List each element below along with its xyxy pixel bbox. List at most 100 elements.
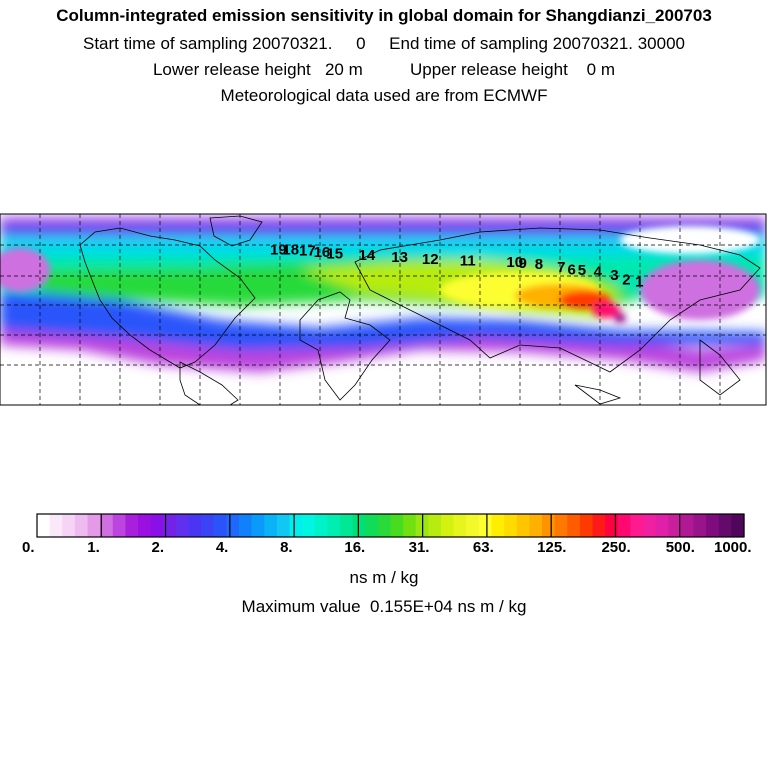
colorbar-cell [579, 514, 594, 537]
colorbar-cell [643, 514, 657, 537]
trajectory-label: 17 [299, 242, 316, 259]
colorbar-cell [668, 514, 682, 537]
colorbar-cell [37, 514, 51, 537]
colorbar-cell [150, 514, 164, 537]
colorbar-cell [554, 514, 568, 537]
colorbar-cell [706, 514, 720, 537]
colorbar-cell [680, 514, 695, 537]
colorbar-cell [276, 514, 291, 537]
colorbar-cell [630, 514, 644, 537]
coastlines [79, 215, 761, 405]
trajectory-label: 11 [460, 253, 476, 270]
map-frame [0, 213, 767, 406]
colorbar-cell [264, 514, 278, 537]
trajectory-label: 15 [326, 245, 343, 262]
colorbar-cell [504, 514, 518, 537]
colorbar-cell [403, 514, 417, 537]
colorbar-tick-label: 1. [87, 539, 100, 556]
colorbar-unit-label: ns m / kg [349, 568, 419, 587]
colorbar-tick-label: 0. [22, 539, 35, 556]
colorbar-cell [239, 514, 253, 537]
trajectory-label: 19 [270, 242, 287, 259]
trajectory-label: 14 [359, 247, 376, 264]
colorbar-cell [251, 514, 265, 537]
colorbar-cell [87, 514, 101, 537]
colorbar-frame [36, 513, 745, 538]
trajectory-label: 1 [635, 274, 643, 291]
colorbar-cell [213, 514, 227, 537]
colorbar-cell [655, 514, 669, 537]
trajectory-label: 12 [422, 251, 439, 268]
colorbar-tick-label: 250. [601, 539, 631, 556]
maximum-value-label: Maximum value 0.155E+04 ns m / kg [241, 597, 527, 616]
colorbar-tick-label: 500. [665, 539, 695, 556]
colorbar-cell [466, 514, 480, 537]
colorbar-cell [428, 514, 442, 537]
colorbar-cell [617, 514, 631, 537]
colorbar-cell [453, 514, 467, 537]
trajectory-label: 18 [282, 242, 299, 259]
colorbar-cell [529, 514, 543, 537]
colorbar-cell [226, 514, 240, 537]
colorbar-cell [100, 514, 114, 537]
trajectory-label: 9 [519, 255, 527, 272]
colorbar-cell [188, 514, 202, 537]
trajectory-label: 5 [578, 262, 586, 279]
colorbar-cell [491, 514, 505, 537]
colorbar-cell [441, 514, 455, 537]
colorbar-tick-label: 125. [537, 539, 567, 556]
colorbar-cell [365, 514, 379, 537]
chart-title: Column-integrated emission sensitivity i… [56, 6, 712, 25]
colorbar-cell [567, 514, 581, 537]
trajectory-label: 7 [557, 259, 565, 276]
colorbar-cell [201, 514, 215, 537]
trajectory-label: 13 [391, 249, 408, 266]
colorbar-cell [62, 514, 76, 537]
colorbar-cell [175, 514, 190, 537]
colorbar-cell [542, 514, 556, 537]
trajectory-label: 6 [568, 262, 576, 279]
colorbar-cell [352, 514, 366, 537]
colorbar-cell [693, 514, 707, 537]
colorbar-cell [390, 514, 404, 537]
colorbar-tick-label: 63. [472, 539, 494, 556]
trajectory-label: 2 [622, 271, 630, 288]
colorbar-tick-label: 2. [151, 539, 165, 556]
colorbar-cell [163, 514, 177, 537]
release-height-line: Lower release height 20 m Upper release … [152, 60, 616, 79]
trajectory-label: 3 [610, 267, 618, 284]
trajectory-label: 10 [506, 254, 523, 271]
colorbar-tick-label: 4. [215, 539, 229, 556]
colorbar-cell [112, 514, 126, 537]
trajectory-label: 16 [314, 244, 331, 261]
met-data-line: Meteorological data used are from ECMWF [220, 86, 548, 105]
sampling-time-line: Start time of sampling 20070321. 0 End t… [83, 34, 685, 53]
colorbar-tick-label: 8. [280, 539, 293, 556]
colorbar-cell [302, 514, 316, 537]
colorbar-cell [516, 514, 530, 537]
colorbar-tick-label: 31. [408, 539, 430, 556]
colorbar-cell [49, 514, 63, 537]
colorbar-cell [592, 514, 606, 537]
graticule [0, 214, 766, 405]
colorbar-cell [718, 514, 732, 537]
sensitivity-field [0, 214, 766, 405]
colorbar-cell [74, 514, 89, 537]
colorbar-cell [125, 514, 139, 537]
colorbar-cell [327, 514, 341, 537]
colorbar-cell [314, 514, 328, 537]
colorbar-cell [340, 514, 354, 537]
colorbar-cell [377, 514, 392, 537]
colorbar-tick-label: 1000. [714, 539, 752, 556]
colorbar-cell [138, 514, 152, 537]
colorbar-cell [478, 514, 493, 537]
trajectory-label: 4 [594, 264, 603, 281]
colorbar-cell [731, 514, 745, 537]
trajectory-label: 8 [535, 256, 543, 273]
colorbar-tick-label: 16. [344, 539, 366, 556]
colorbar-cell [605, 514, 619, 537]
colorbar-cell [289, 514, 303, 537]
